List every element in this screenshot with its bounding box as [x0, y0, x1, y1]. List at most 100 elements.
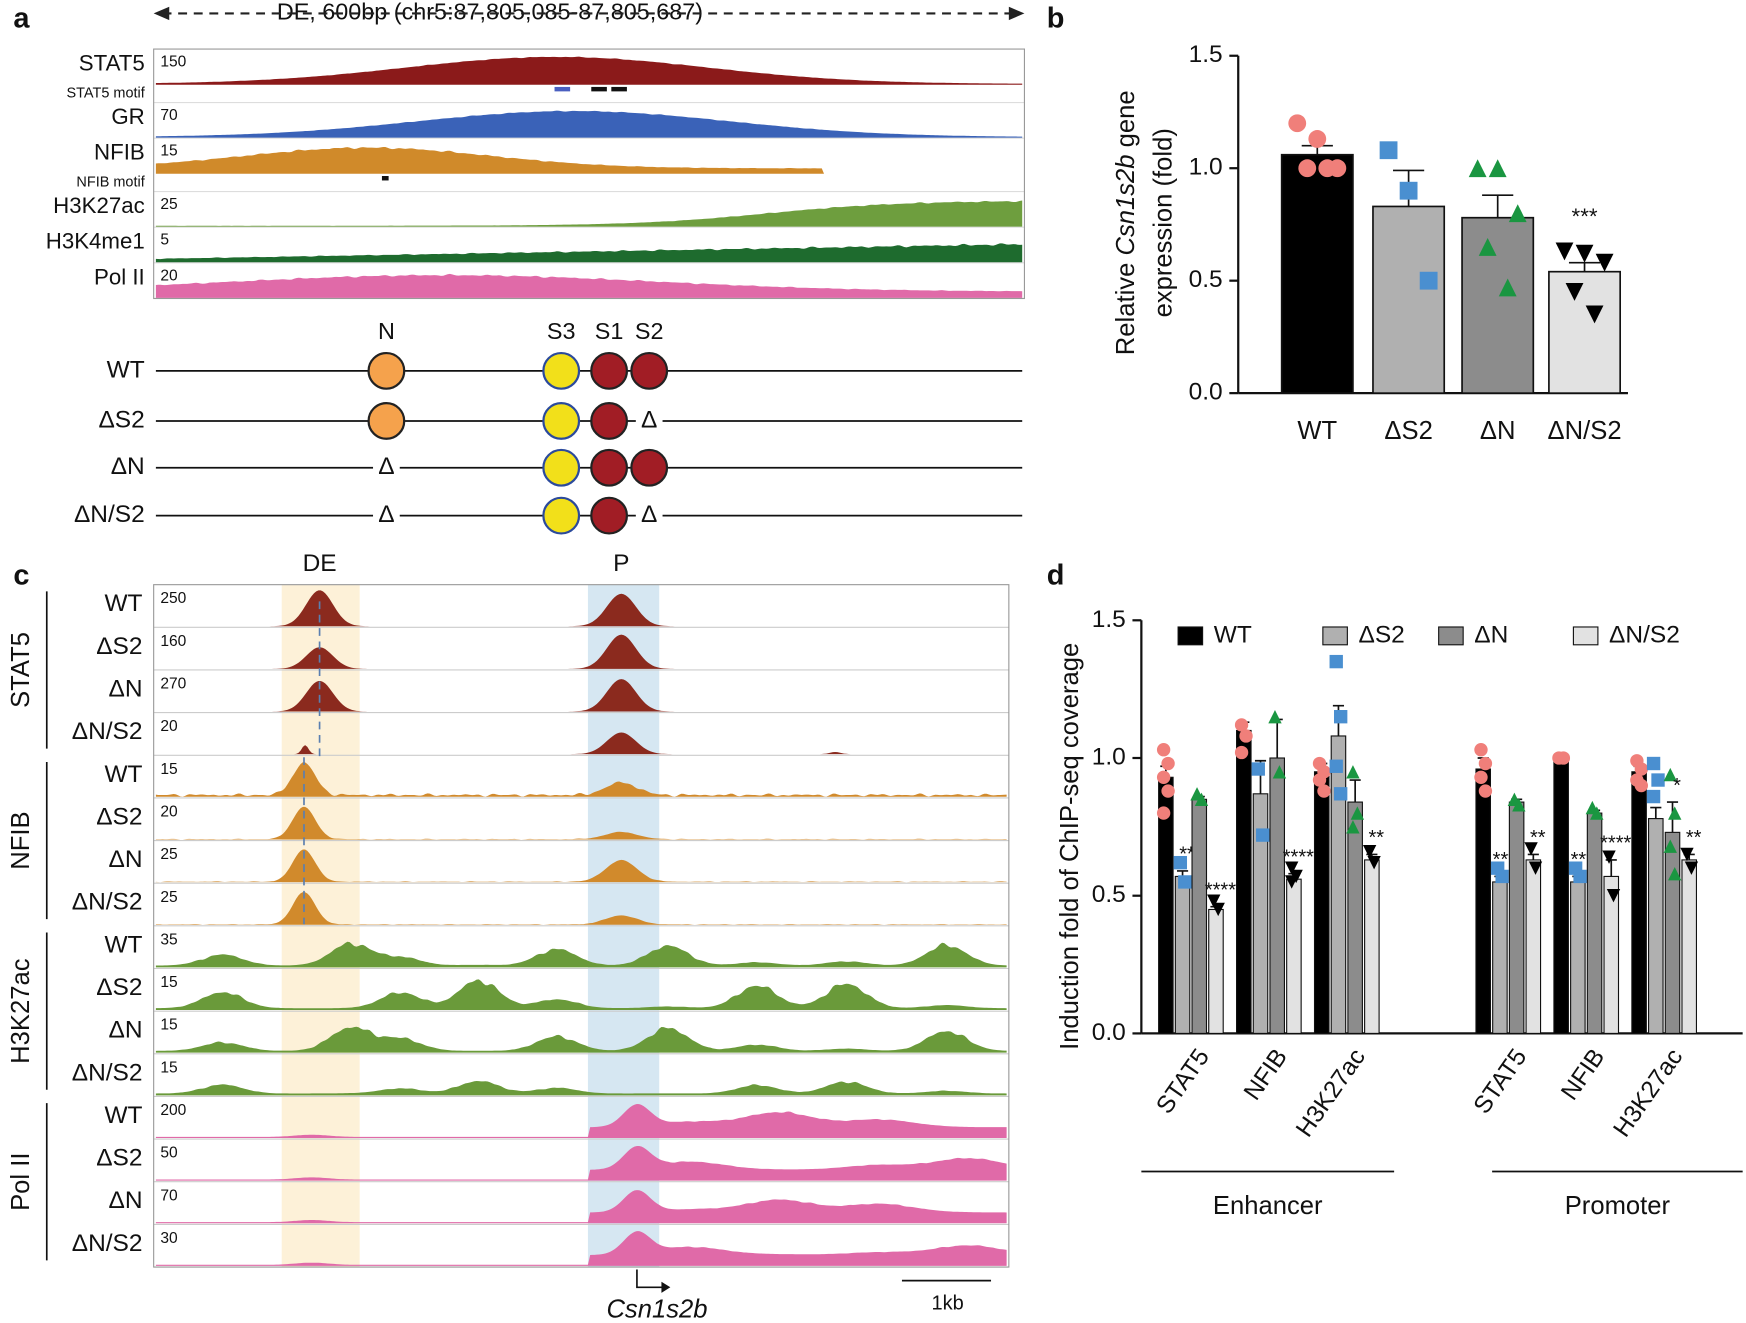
signal-track	[155, 979, 1007, 1011]
line-gap	[373, 463, 400, 473]
data-point	[1575, 244, 1594, 263]
panel-label: c	[13, 560, 29, 592]
genotype-name: ΔN	[111, 453, 145, 480]
data-point	[1419, 271, 1438, 290]
line-gap	[635, 511, 663, 521]
arrowhead	[661, 1281, 671, 1293]
sample-name: ΔN	[108, 675, 142, 702]
site-label: S2	[635, 318, 664, 344]
bar	[1313, 771, 1330, 1034]
data-point	[1239, 729, 1253, 743]
data-point	[1478, 756, 1493, 771]
binding-site	[630, 448, 669, 487]
y-tick-label: 0.0	[1189, 379, 1223, 406]
y-axis-label: Induction fold of ChIP-seq coverage	[1056, 643, 1084, 1050]
data-point	[1590, 806, 1604, 820]
arrowhead	[1008, 6, 1025, 21]
track-scale: 270	[160, 676, 186, 693]
data-point	[1333, 710, 1348, 724]
binding-site	[630, 351, 669, 390]
sample-name: ΔS2	[96, 633, 142, 660]
bar	[1664, 831, 1681, 1034]
bar	[1364, 859, 1380, 1034]
significance: ****	[1205, 879, 1236, 901]
bar	[1208, 908, 1224, 1034]
y-axis-label: Relative Csn1s2b gene	[1112, 90, 1140, 355]
line-gap	[373, 511, 400, 521]
data-point	[1585, 305, 1604, 324]
data-point	[1498, 278, 1517, 297]
motif-mark	[591, 86, 607, 92]
signal-track	[155, 146, 1023, 174]
track-scale: 15	[160, 1059, 178, 1076]
sample-name: ΔN	[108, 1017, 142, 1044]
legend-label: ΔS2	[1358, 621, 1404, 648]
sample-name: ΔN	[108, 846, 142, 873]
y-tick-label: 0.0	[1092, 1019, 1126, 1046]
signal-track	[155, 1145, 1007, 1181]
data-point	[1178, 875, 1192, 889]
significance: ***	[1572, 204, 1598, 229]
data-point	[1680, 847, 1694, 862]
data-point	[1379, 141, 1398, 160]
track-scale: 5	[160, 232, 169, 249]
sample-name: WT	[104, 1102, 142, 1129]
data-point	[1556, 751, 1571, 765]
track-scale: 15	[160, 761, 178, 778]
data-point	[1668, 806, 1682, 820]
y-tick-label: 0.5	[1092, 881, 1126, 908]
significance: ****	[1283, 846, 1314, 868]
bar	[1191, 798, 1208, 1034]
bar	[1347, 801, 1363, 1034]
group-label: Enhancer	[1213, 1192, 1323, 1220]
data-point	[1194, 792, 1209, 806]
data-point	[1161, 784, 1175, 798]
bar	[1508, 801, 1525, 1034]
data-point	[1346, 765, 1360, 779]
bar	[1548, 270, 1622, 394]
group-name: NFIB	[7, 811, 35, 869]
motif-label: NFIB motif	[76, 175, 145, 191]
track-scale: 15	[160, 1017, 178, 1034]
data-point	[1684, 861, 1699, 875]
track-scale: 25	[160, 889, 178, 906]
y-tick-label: 1.5	[1189, 41, 1223, 68]
data-point	[1173, 855, 1188, 870]
group-name: H3K27ac	[7, 958, 35, 1064]
data-point	[1156, 806, 1171, 820]
signal-track	[155, 200, 1023, 228]
signal-track	[155, 1026, 1007, 1053]
binding-site	[542, 351, 581, 390]
data-point	[1399, 181, 1418, 200]
data-point	[1251, 762, 1265, 776]
track-name: NFIB	[94, 140, 145, 165]
panel-label: b	[1047, 3, 1065, 35]
site-label: N	[378, 318, 395, 344]
motif-mark	[554, 86, 571, 92]
significance: **	[1179, 844, 1195, 866]
group-label: Promoter	[1565, 1192, 1671, 1220]
deletion-mark: Δ	[378, 453, 394, 480]
signal-track	[155, 1231, 1007, 1266]
track-scale: 20	[160, 267, 178, 284]
error-bar	[1650, 806, 1662, 819]
bar	[1492, 881, 1508, 1034]
data-point	[1528, 861, 1543, 875]
sample-name: WT	[104, 761, 142, 788]
data-point	[1565, 283, 1584, 301]
track-scale: 70	[160, 1187, 178, 1204]
data-point	[1272, 765, 1287, 779]
signal-track	[155, 1104, 1007, 1138]
track-scale: 25	[160, 846, 178, 863]
data-point	[1346, 820, 1360, 834]
y-label-part: Relative	[1112, 263, 1140, 356]
data-point	[1156, 770, 1171, 784]
data-point	[1350, 806, 1365, 820]
track-scale: 30	[160, 1230, 178, 1247]
track-scale: 150	[160, 54, 186, 71]
legend-swatch	[1438, 626, 1464, 646]
error-bar	[1527, 853, 1539, 860]
signal-track	[155, 56, 1023, 85]
track-frame	[153, 48, 1025, 300]
y-tick-label: 0.5	[1189, 266, 1223, 293]
